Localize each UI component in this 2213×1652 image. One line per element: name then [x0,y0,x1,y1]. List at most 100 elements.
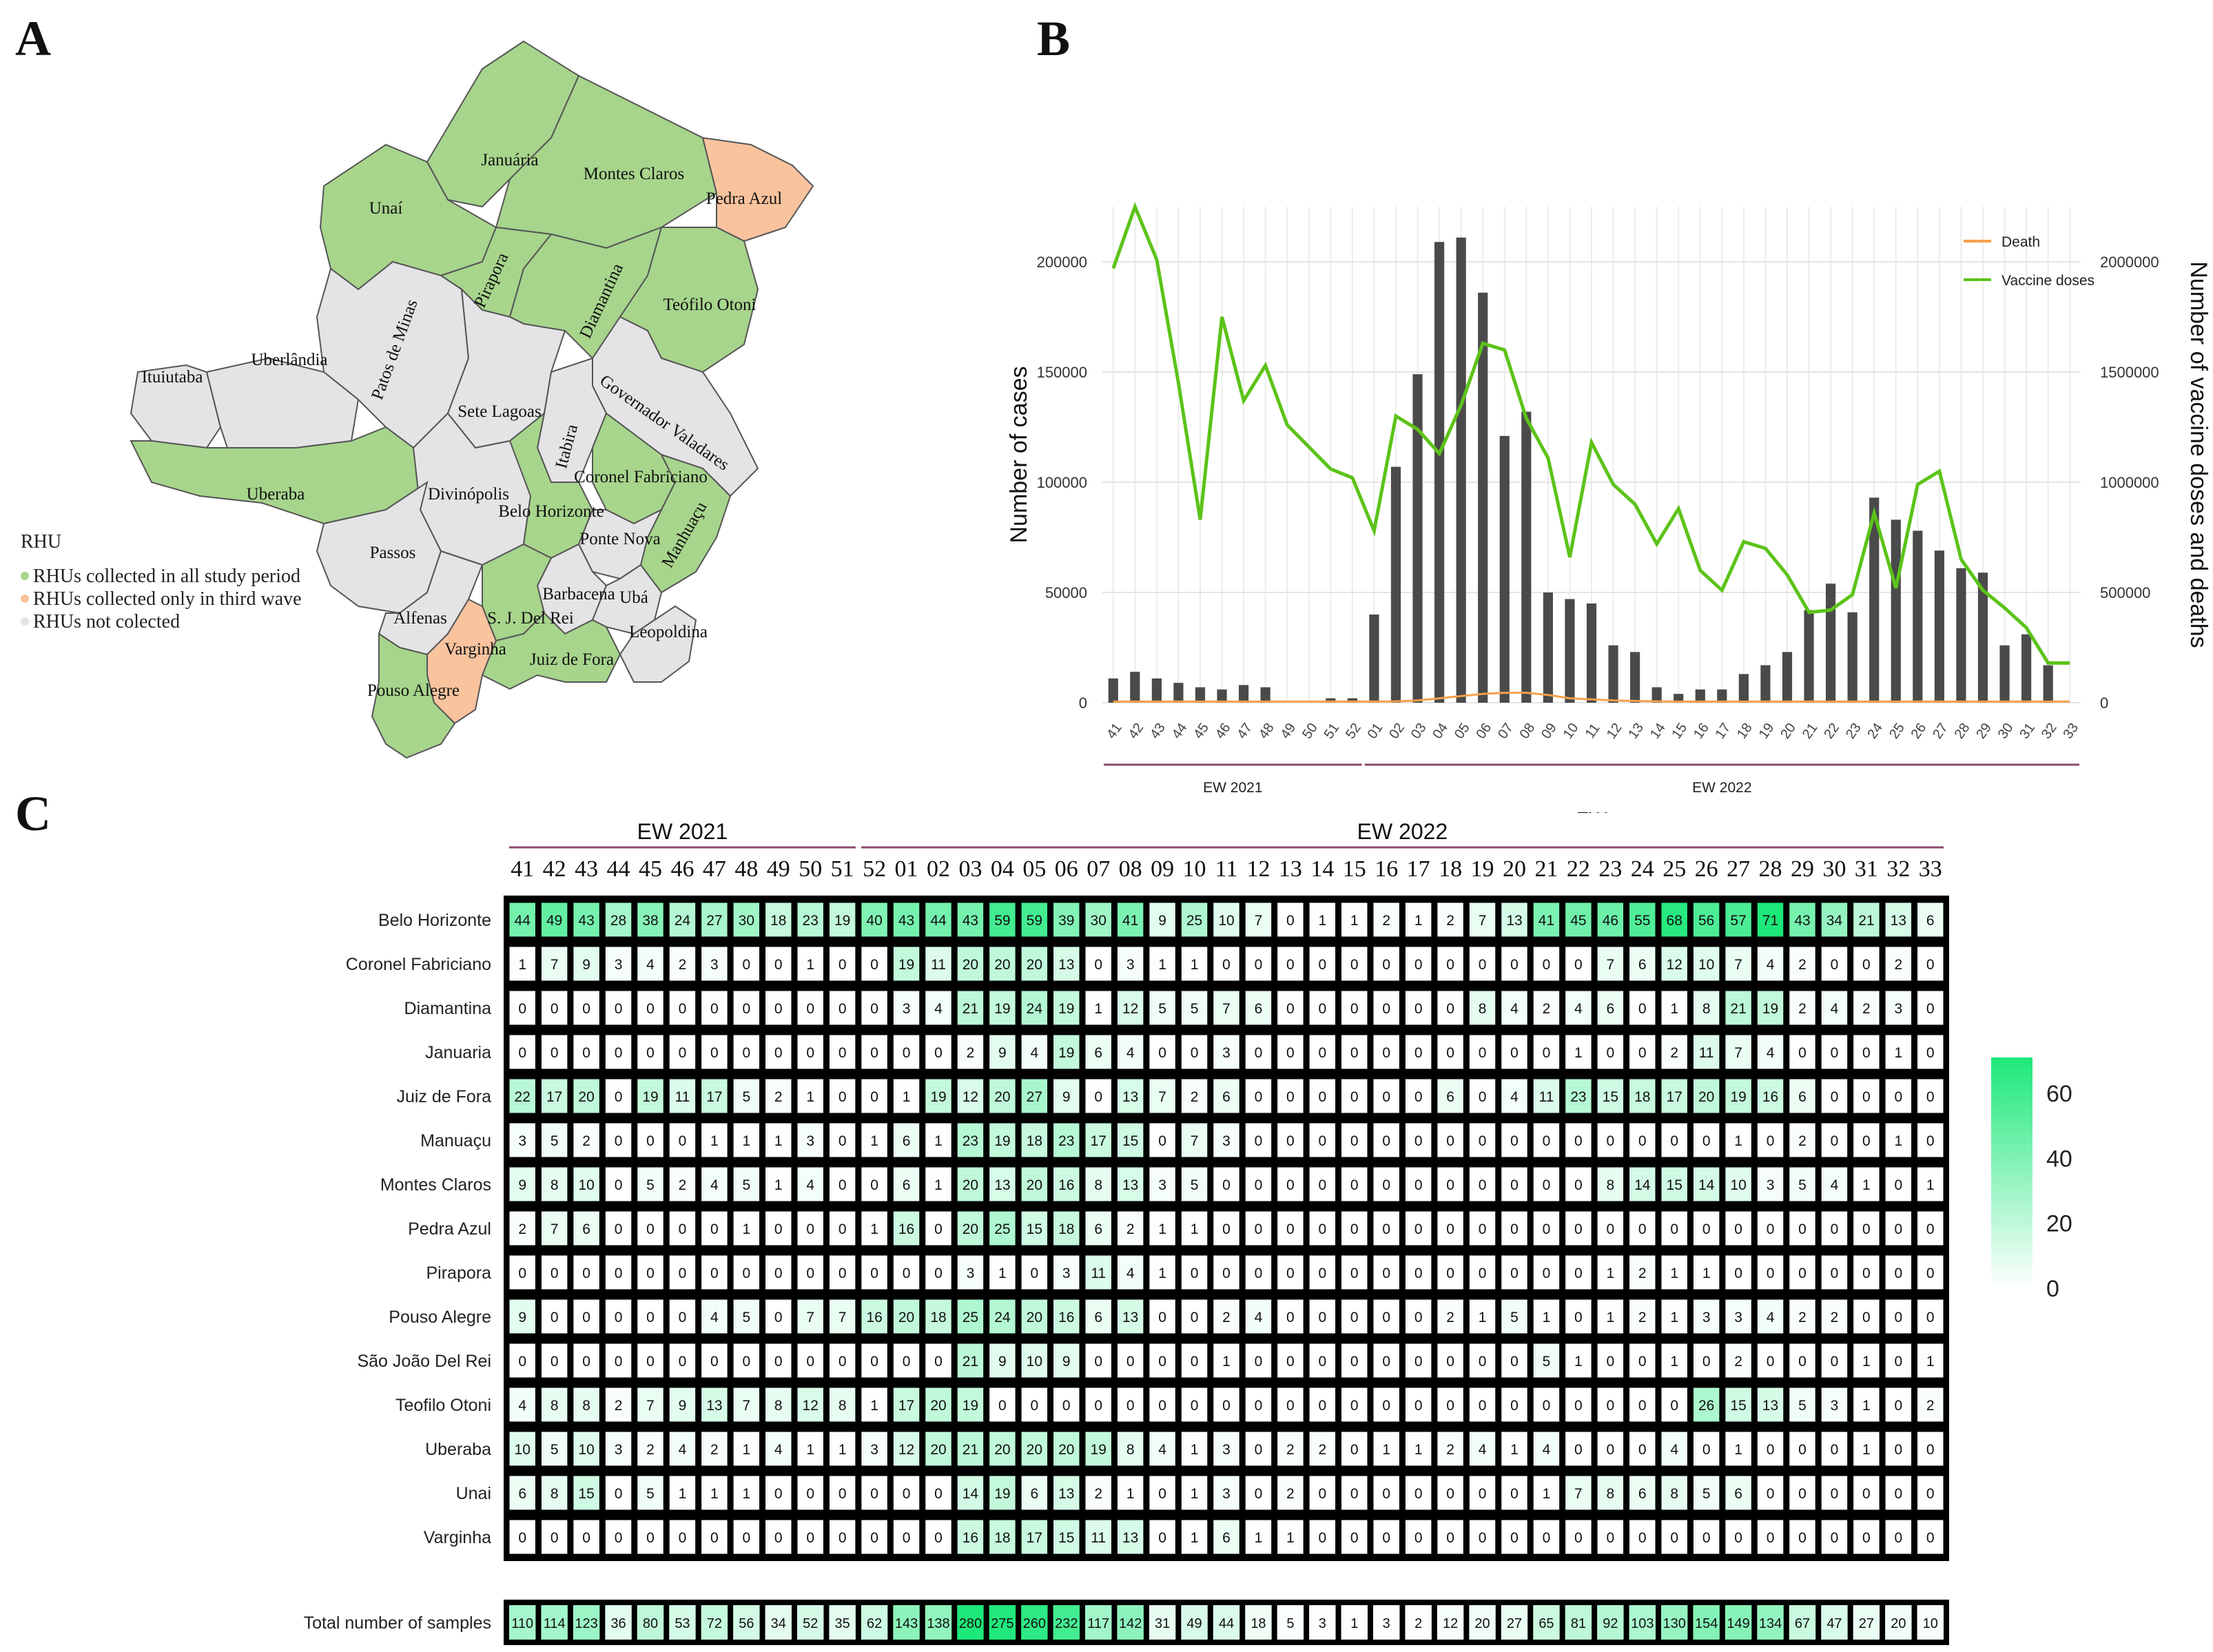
heatmap-cell-value: 0 [1574,1530,1583,1546]
column-label: 24 [1631,856,1654,882]
heatmap-cell-value: 0 [1158,1354,1166,1370]
heatmap-cell-value: 11 [1539,1089,1554,1105]
heatmap-cell-value: 0 [806,1486,814,1502]
heatmap-cell [1532,1034,1561,1070]
total-cell [1341,1605,1368,1640]
heatmap-cell [1277,1343,1304,1379]
map-region-label: Coronel Fabriciano [574,468,708,486]
heatmap-cell-value: 16 [1058,1310,1074,1325]
heatmap-cell [1244,1519,1273,1555]
heatmap-cell [1149,1078,1176,1114]
heatmap-cell-value: 1 [774,1133,783,1149]
heatmap-cell [604,1431,632,1467]
heatmap-cell-value: 0 [1158,1133,1166,1149]
heatmap-cell [1149,1519,1176,1555]
case-bar [1478,292,1488,703]
heatmap-cell [1149,1387,1176,1423]
heatmap-cell [1725,1387,1752,1423]
heatmap-cell [508,1431,536,1467]
heatmap-cell [1308,1343,1337,1379]
heatmap-cell [1084,1255,1112,1290]
heatmap-cell [540,1519,568,1555]
heatmap-cell-value: 0 [1222,957,1231,973]
heatmap-cell-value: 5 [550,1133,559,1149]
heatmap-cell [892,946,920,982]
heatmap-cell-value: 6 [1222,1089,1231,1105]
heatmap-cell [1884,1210,1913,1246]
x-tick-label: 14 [1647,721,1669,742]
heatmap-cell [1596,1387,1625,1423]
heatmap-cell-value: 0 [1926,1221,1935,1237]
heatmap-cell-value: 0 [615,1266,623,1281]
heatmap-cell-value: 1 [1158,1221,1166,1237]
group-label: EW 2021 [637,819,728,844]
heatmap-cell-value: 17 [1667,1089,1682,1105]
heatmap-cell [1565,902,1592,938]
column-label: 03 [958,856,982,882]
heatmap-cell-value: 0 [1926,1001,1935,1017]
heatmap-cell-value: 0 [1510,1354,1519,1370]
heatmap-cell [573,902,600,938]
heatmap-cell-value: 0 [1446,1001,1454,1017]
heatmap-cell [1725,902,1752,938]
column-label: 46 [670,856,694,882]
heatmap-cell [1213,946,1240,982]
heatmap-cell-value: 1 [998,1266,1007,1281]
x-tick-label: 46 [1213,721,1234,742]
heatmap-cell-value: 0 [1862,1310,1871,1325]
heatmap-cell-value: 0 [1318,1530,1326,1546]
heatmap-cell-value: 0 [1831,1266,1839,1281]
heatmap-cell-value: 0 [1831,1045,1839,1061]
heatmap-cell [1853,1078,1880,1114]
heatmap-cell [892,1210,920,1246]
heatmap-cell-value: 0 [518,1045,526,1061]
total-cell-value: 110 [511,1616,533,1631]
x-tick-label: 51 [1321,721,1343,742]
case-bar [1826,584,1836,703]
total-cell-value: 275 [991,1616,1013,1631]
heatmap-cell-value: 4 [1831,1177,1839,1193]
heatmap-cell-value: 0 [1831,1442,1839,1458]
heatmap-cell-value: 0 [710,1221,719,1237]
heatmap-cell [1244,1255,1273,1290]
heatmap-cell [1660,1475,1688,1511]
heatmap-cell-value: 0 [838,1133,847,1149]
heatmap-cell-value: 10 [515,1442,531,1458]
heatmap-cell [1884,902,1913,938]
heatmap-cell [1053,1475,1080,1511]
heatmap-cell [573,1475,600,1511]
heatmap-cell [1437,1475,1464,1511]
map-region [130,364,222,449]
heatmap-cell-value: 0 [1414,1398,1423,1414]
case-bar [1869,497,1880,703]
heatmap-cell [1725,1343,1752,1379]
heatmap-cell-value: 0 [903,1530,911,1546]
heatmap-cell-value: 0 [1638,1221,1647,1237]
heatmap-cell-value: 0 [1606,1045,1614,1061]
heatmap-cell [1437,1034,1464,1070]
heatmap-cell-value: 0 [1670,1133,1678,1149]
heatmap-cell-value: 0 [1286,1221,1295,1237]
y2-tick-label: 500000 [2100,584,2150,601]
column-label: 32 [1886,856,1910,882]
x-tick-label: 42 [1126,721,1147,742]
case-bar [1151,678,1162,703]
heatmap-cell [1725,1078,1752,1114]
heatmap-cell [1660,990,1688,1026]
heatmap-cell-value: 10 [1027,1354,1042,1370]
x-tick-label: 52 [1343,721,1364,742]
heatmap-cell [1565,990,1592,1026]
column-label: 41 [511,856,534,882]
x-tick-label: 23 [1843,721,1864,742]
heatmap-cell-value: 0 [679,1133,687,1149]
heatmap-cell-value: 0 [1510,1486,1519,1502]
heatmap-cell [1853,902,1880,938]
heatmap-cell-value: 5 [1702,1486,1711,1502]
heatmap-cell [796,946,824,982]
heatmap-cell [1468,990,1496,1026]
x-tick-label: 24 [1864,721,1886,742]
heatmap-cell-value: 0 [934,1354,943,1370]
heatmap-cell [1884,1475,1913,1511]
heatmap-cell [861,1387,888,1423]
heatmap-cell-value: 0 [1255,1486,1263,1502]
